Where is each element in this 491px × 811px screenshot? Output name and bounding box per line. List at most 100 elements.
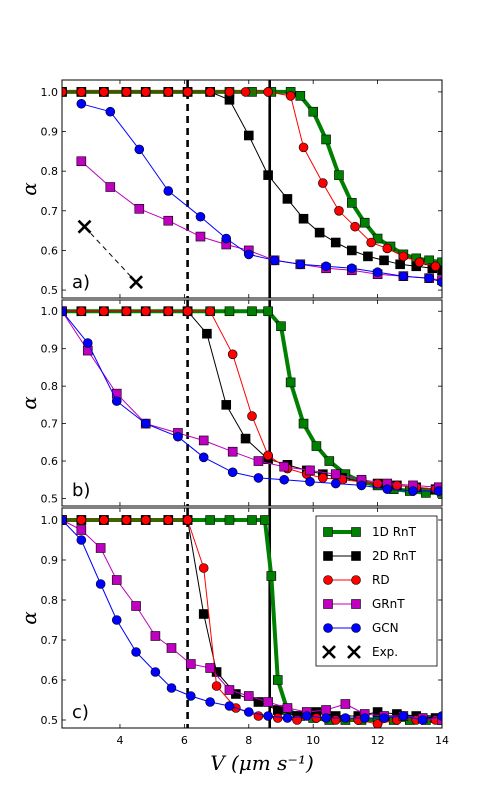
- data-point-grnt: [224, 685, 235, 695]
- legend-marker-exp: [347, 645, 361, 659]
- data-point-1d-rnt: [298, 418, 309, 429]
- data-point-gcn: [301, 711, 312, 721]
- legend: 1D RnT 2D RnT RD GRnT GCN Exp.: [315, 515, 438, 667]
- y-tick-label: 0.8: [41, 594, 59, 607]
- series-group: [62, 515, 442, 728]
- data-point-gcn: [437, 277, 442, 287]
- data-point-2d-rnt: [221, 400, 232, 410]
- x-tick-label: 8: [245, 734, 252, 747]
- legend-label-2d-rnt: 2D RnT: [372, 549, 417, 563]
- data-point-grnt: [166, 643, 177, 653]
- data-point-grnt: [76, 525, 87, 535]
- legend-marker-gcn: [323, 623, 333, 633]
- data-point-gcn: [305, 476, 315, 487]
- data-point-gcn: [372, 267, 383, 278]
- data-point-rd: [140, 515, 151, 525]
- data-point-1d-rnt: [266, 571, 277, 581]
- legend-marker-2d-rnt: [351, 551, 361, 561]
- legend-label-rd: RD: [372, 573, 390, 587]
- x-tick-label: 6: [181, 734, 188, 747]
- data-point-1d-rnt: [285, 377, 296, 388]
- data-point-1d-rnt: [421, 488, 431, 498]
- data-point-1d-rnt: [247, 306, 257, 317]
- panel-label: b): [72, 480, 90, 501]
- data-point-grnt: [111, 575, 122, 585]
- data-point-gcn: [379, 713, 389, 723]
- data-point-rd: [121, 87, 132, 97]
- y-axis-label: α: [17, 396, 41, 410]
- data-point-grnt: [95, 543, 106, 553]
- data-point-grnt: [205, 663, 215, 673]
- data-point-gcn: [263, 711, 273, 721]
- data-point-rd: [318, 473, 328, 483]
- data-point-gcn: [111, 615, 122, 625]
- data-point-1d-rnt: [224, 306, 235, 317]
- data-point-1d-rnt: [224, 515, 235, 525]
- legend-marker-rd: [351, 575, 361, 585]
- data-point-rd: [272, 713, 283, 723]
- data-point-grnt: [134, 204, 145, 214]
- data-point-exp-stroke: [77, 219, 92, 234]
- data-point-exp: [129, 275, 143, 290]
- data-point-rd: [140, 306, 151, 317]
- legend-marker-grnt: [351, 599, 361, 609]
- y-tick-label: 0.9: [41, 343, 59, 356]
- data-point-rd: [227, 349, 238, 360]
- data-point-2d-rnt: [240, 433, 251, 444]
- data-point-grnt: [340, 699, 351, 709]
- data-point-gcn: [382, 484, 393, 494]
- data-point-grnt: [195, 231, 206, 242]
- data-point-gcn: [433, 486, 442, 496]
- y-tick-label: 1.0: [41, 514, 59, 527]
- panels: 0.5 0.6 0.7 0.8 0.9 1.0 α a) 0.5 0.6 0.7 0.8 0.9 1.0 α…: [17, 79, 449, 747]
- data-point-rd: [311, 713, 322, 723]
- legend-entry-rd: RD: [323, 573, 390, 587]
- data-point-gcn: [173, 431, 183, 442]
- legend-label-gcn: GCN: [372, 621, 399, 635]
- data-point-2d-rnt: [347, 245, 357, 256]
- data-point-gcn: [408, 486, 418, 496]
- data-point-1d-rnt: [324, 456, 335, 466]
- data-point-gcn: [321, 261, 331, 272]
- data-point-gcn: [347, 263, 357, 274]
- data-point-grnt: [243, 691, 254, 701]
- data-point-1d-rnt: [347, 198, 357, 208]
- legend-entry-grnt: GRnT: [323, 597, 405, 611]
- legend-entry-exp: Exp.: [322, 645, 398, 659]
- legend-marker-1d-rnt: [351, 527, 361, 537]
- data-point-rd: [76, 306, 87, 317]
- data-point-rd: [182, 515, 193, 525]
- data-point-rd: [140, 87, 151, 97]
- data-point-gcn: [243, 707, 254, 717]
- data-point-1d-rnt: [295, 91, 306, 101]
- data-point-rd: [350, 221, 360, 232]
- series-line-exp: [84, 226, 137, 283]
- data-point-gcn: [131, 647, 141, 657]
- data-point-grnt: [279, 461, 290, 472]
- data-point-gcn: [76, 98, 87, 109]
- legend-entry-1d-rnt: 1D RnT: [323, 525, 417, 539]
- data-point-gcn: [437, 711, 442, 721]
- data-point-2d-rnt: [282, 194, 293, 204]
- data-point-gcn: [330, 478, 341, 489]
- data-point-grnt: [321, 705, 331, 715]
- data-point-gcn: [111, 396, 122, 406]
- data-point-rd: [292, 715, 302, 725]
- data-point-1d-rnt: [334, 170, 344, 180]
- data-point-rd: [372, 478, 383, 489]
- panel-1: 0.5 0.6 0.7 0.8 0.9 1.0 α a): [17, 79, 443, 299]
- data-point-grnt: [131, 601, 141, 611]
- x-axis-label: V (μm s⁻¹): [210, 751, 314, 775]
- data-point-gcn: [62, 306, 67, 317]
- data-point-rd: [99, 306, 109, 317]
- y-axis-label: α: [17, 611, 41, 625]
- data-point-gcn: [359, 713, 370, 723]
- data-point-rd: [318, 178, 328, 188]
- data-point-2d-rnt: [330, 237, 341, 248]
- legend-box: [315, 515, 438, 667]
- legend-marker-exp-stroke: [322, 645, 336, 659]
- y-tick-label: 0.8: [41, 380, 59, 393]
- data-point-grnt: [253, 456, 264, 466]
- data-point-rd: [163, 87, 174, 97]
- data-point-1d-rnt: [321, 134, 331, 145]
